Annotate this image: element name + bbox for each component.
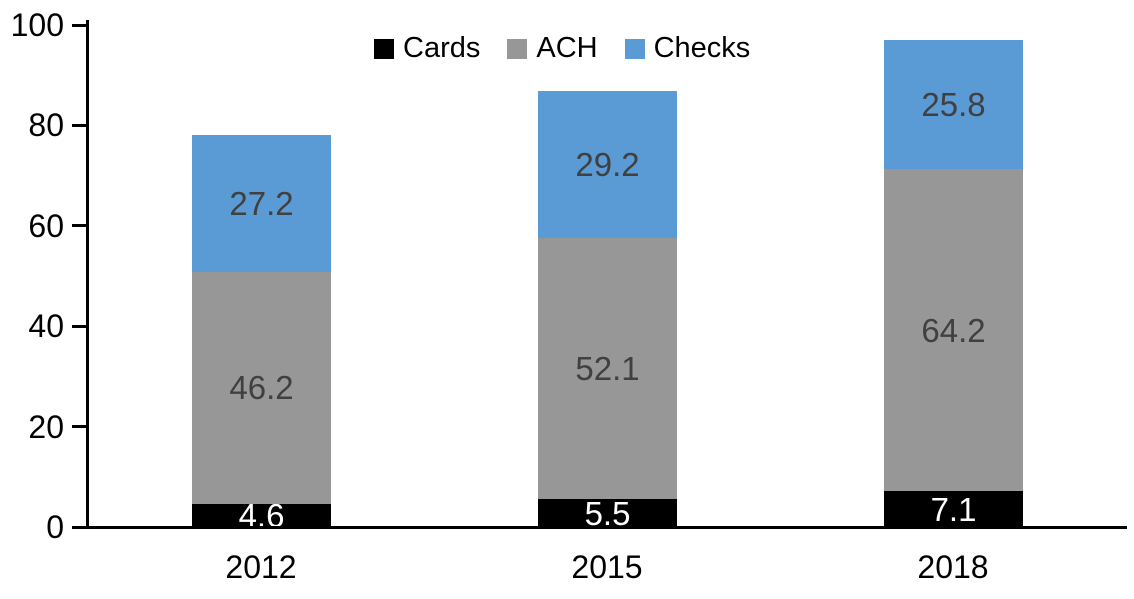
y-axis-line — [86, 20, 89, 529]
y-axis-tick-label: 20 — [28, 408, 64, 445]
y-axis-tick-label: 100 — [10, 7, 64, 43]
data-label: 52.1 — [575, 350, 640, 388]
y-axis-tick-label: 80 — [28, 107, 64, 144]
legend-label: ACH — [536, 32, 598, 64]
legend: Cards ACH Checks — [374, 34, 750, 63]
data-label: 5.5 — [584, 494, 631, 532]
y-axis-tick — [72, 123, 86, 127]
segment-checks-2015: 29.2 — [538, 91, 677, 238]
segment-ach-2018: 64.2 — [884, 169, 1023, 492]
x-axis-category-label: 2012 — [225, 549, 297, 585]
y-axis-tick — [72, 23, 86, 27]
data-label: 46.2 — [229, 369, 294, 407]
data-label: 29.2 — [575, 146, 640, 184]
data-label: 25.8 — [921, 85, 986, 123]
segment-checks-2018: 25.8 — [884, 39, 1023, 170]
legend-swatch-checks — [624, 38, 645, 59]
x-axis-line — [86, 526, 1127, 529]
y-axis-tick-label: 40 — [28, 308, 64, 345]
y-axis-tick — [72, 425, 86, 429]
y-axis-tick — [72, 525, 86, 529]
data-label: 64.2 — [921, 311, 986, 349]
segment-cards-2018: 7.1 — [884, 491, 1023, 527]
legend-item-ach: ACH — [507, 32, 598, 64]
legend-swatch-cards — [374, 38, 394, 59]
x-axis-category-label: 2015 — [571, 549, 643, 585]
segment-cards-2015: 5.5 — [538, 494, 677, 532]
segment-ach-2015: 52.1 — [538, 237, 677, 500]
segment-ach-2012: 46.2 — [192, 271, 331, 504]
y-axis-tick — [72, 224, 86, 228]
legend-label: Cards — [403, 32, 481, 64]
legend-item-cards: Cards — [374, 34, 480, 63]
legend-item-checks: Checks — [624, 32, 751, 64]
y-axis-tick — [72, 324, 86, 328]
legend-label: Checks — [653, 32, 751, 64]
legend-swatch-ach — [507, 38, 528, 59]
data-label: 7.1 — [930, 490, 977, 528]
data-label: 27.2 — [229, 185, 294, 223]
x-axis-category-label: 2018 — [917, 549, 989, 585]
y-axis-tick-label: 60 — [28, 207, 64, 244]
segment-checks-2012: 27.2 — [192, 135, 331, 272]
segment-cards-2012: 4.6 — [192, 499, 331, 532]
y-axis-tick-label: 0 — [46, 509, 64, 545]
